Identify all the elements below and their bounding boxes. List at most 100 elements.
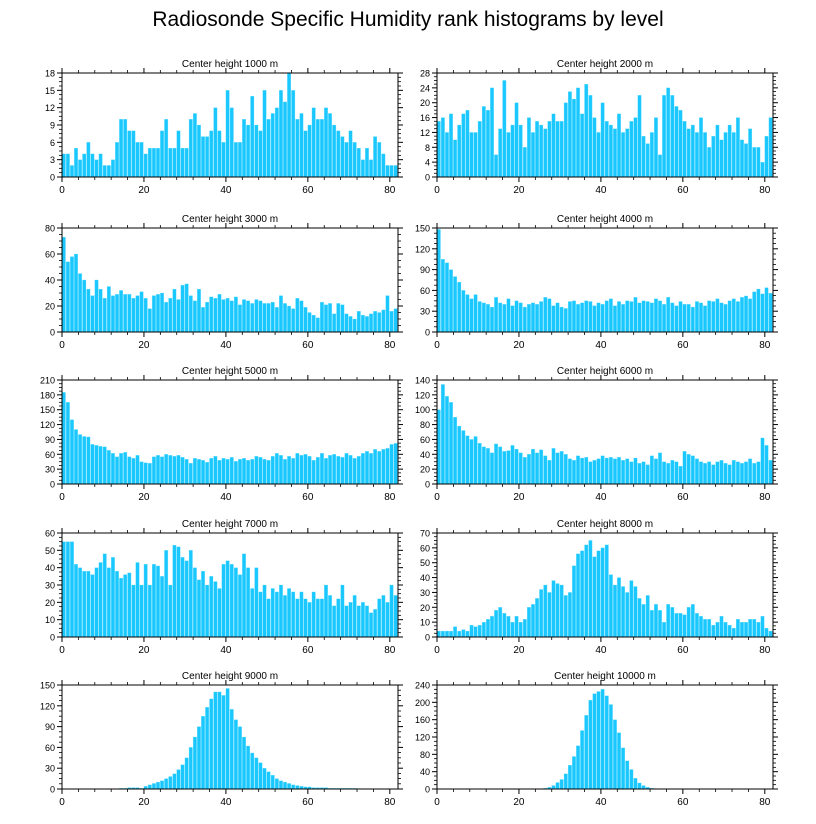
- x-tick-label: 20: [138, 797, 150, 808]
- histogram-bar: [535, 598, 539, 638]
- histogram-bar: [768, 630, 773, 638]
- histogram-bar: [531, 302, 535, 333]
- histogram-bar: [340, 584, 345, 638]
- histogram-bar: [299, 591, 304, 638]
- histogram-bar: [617, 301, 621, 333]
- histogram-bar: [274, 453, 279, 485]
- y-tick-label: 40: [420, 767, 430, 777]
- histogram-bar: [242, 736, 246, 790]
- histogram-bar: [584, 457, 589, 485]
- y-tick-label: 120: [415, 244, 430, 254]
- histogram-bar: [102, 553, 107, 638]
- x-tick-label: 80: [759, 645, 771, 656]
- histogram-bar: [176, 455, 181, 485]
- histogram-bar: [254, 299, 259, 333]
- histogram-bar: [254, 124, 259, 178]
- histogram-bar: [336, 303, 341, 333]
- histogram-bar: [531, 448, 535, 485]
- histogram-bar: [518, 124, 523, 178]
- histogram-bar: [254, 757, 259, 790]
- x-tick-label: 80: [384, 492, 396, 503]
- histogram-bar: [229, 564, 234, 638]
- histogram-bar: [617, 577, 621, 638]
- histogram-bar: [82, 570, 87, 638]
- histogram-bar: [494, 297, 499, 333]
- histogram-bar: [213, 581, 218, 638]
- y-tick-label: 120: [40, 701, 55, 711]
- histogram-bar: [613, 458, 617, 485]
- histogram-bar: [201, 716, 205, 790]
- histogram-bar: [436, 229, 441, 333]
- histogram-bar: [98, 446, 103, 485]
- histogram-bar: [176, 299, 181, 333]
- histogram-bar: [674, 461, 679, 485]
- histogram-bar: [147, 308, 152, 333]
- histogram-bar: [481, 446, 486, 485]
- histogram-bar: [381, 309, 386, 333]
- x-tick-label: 20: [513, 185, 525, 196]
- histogram-bar: [106, 567, 111, 638]
- histogram-bar: [502, 451, 507, 485]
- histogram-bar: [608, 704, 613, 790]
- histogram-bar: [283, 595, 287, 638]
- y-tick-label: 90: [45, 722, 55, 732]
- y-tick-label: 210: [40, 376, 55, 386]
- histogram-bar: [295, 785, 300, 790]
- histogram-bar: [221, 299, 226, 333]
- histogram-bar: [274, 307, 279, 333]
- panel-title: Center height 1000 m: [182, 59, 278, 70]
- histogram-bar: [453, 276, 458, 333]
- histogram-bar: [649, 132, 654, 178]
- histogram-bar: [303, 598, 308, 638]
- histogram-bar: [205, 584, 210, 638]
- histogram-bar: [287, 588, 292, 638]
- y-tick-label: 30: [45, 764, 55, 774]
- histogram-bar: [65, 261, 70, 333]
- histogram-bar: [205, 462, 210, 485]
- histogram-bar: [262, 584, 267, 638]
- histogram-bar: [551, 113, 556, 178]
- histogram-bar: [135, 295, 140, 333]
- histogram-bar: [711, 624, 716, 638]
- histogram-bar: [225, 560, 230, 638]
- histogram-bar: [600, 455, 605, 485]
- histogram-bar: [502, 304, 507, 333]
- histogram-bar: [674, 613, 679, 638]
- histogram-bar: [385, 295, 390, 333]
- histogram-bar: [727, 124, 732, 178]
- histogram-bar: [250, 588, 255, 638]
- histogram-bar: [674, 106, 679, 178]
- y-tick-label: 60: [420, 543, 430, 553]
- histogram-bar: [209, 576, 214, 638]
- histogram-bar: [86, 436, 91, 485]
- histogram-bar: [498, 128, 503, 178]
- histogram-bar: [555, 583, 560, 638]
- panel-title: Center height 2000 m: [557, 59, 653, 70]
- y-tick-label: 0: [50, 480, 55, 490]
- histogram-bar: [373, 609, 378, 638]
- histogram-bar: [184, 283, 189, 333]
- histogram-bar: [274, 778, 279, 790]
- x-tick-label: 80: [384, 185, 396, 196]
- histogram-bar: [393, 308, 398, 333]
- histogram-bar: [266, 771, 271, 790]
- histogram-bar: [332, 124, 337, 178]
- histogram-bar: [90, 574, 95, 638]
- histogram-bar: [744, 143, 748, 178]
- histogram-bar: [311, 591, 316, 638]
- histogram-bar: [164, 301, 169, 333]
- histogram-bar: [221, 564, 226, 638]
- histogram-bar: [151, 783, 156, 790]
- histogram-bar: [352, 595, 357, 638]
- histogram-bar: [291, 458, 296, 485]
- histogram-bar: [674, 305, 679, 333]
- histogram-bar: [637, 95, 642, 178]
- histogram-bar: [340, 136, 345, 178]
- histogram-bar: [319, 453, 324, 485]
- histogram-bar: [666, 297, 671, 333]
- histogram-bar: [61, 236, 66, 333]
- histogram-bar: [662, 304, 667, 333]
- histogram-bar: [356, 311, 361, 333]
- histogram-bar: [246, 460, 251, 485]
- histogram-bar: [143, 298, 148, 333]
